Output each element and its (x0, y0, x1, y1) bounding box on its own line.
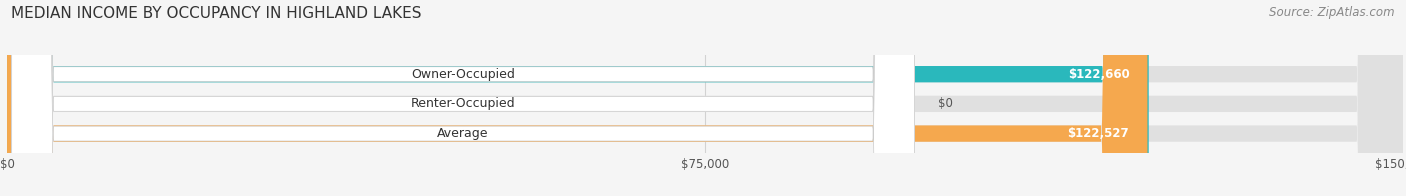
FancyBboxPatch shape (7, 0, 1403, 196)
FancyBboxPatch shape (11, 0, 914, 196)
Text: MEDIAN INCOME BY OCCUPANCY IN HIGHLAND LAKES: MEDIAN INCOME BY OCCUPANCY IN HIGHLAND L… (11, 6, 422, 21)
Text: $122,527: $122,527 (1067, 127, 1129, 140)
FancyBboxPatch shape (7, 0, 1147, 196)
FancyBboxPatch shape (7, 0, 1149, 196)
FancyBboxPatch shape (11, 0, 914, 196)
Text: Source: ZipAtlas.com: Source: ZipAtlas.com (1270, 6, 1395, 19)
Text: $122,660: $122,660 (1069, 68, 1130, 81)
Text: Average: Average (437, 127, 489, 140)
Text: Renter-Occupied: Renter-Occupied (411, 97, 516, 110)
Text: Owner-Occupied: Owner-Occupied (411, 68, 515, 81)
FancyBboxPatch shape (11, 0, 914, 196)
Text: $0: $0 (938, 97, 953, 110)
FancyBboxPatch shape (7, 0, 1403, 196)
FancyBboxPatch shape (7, 0, 1403, 196)
